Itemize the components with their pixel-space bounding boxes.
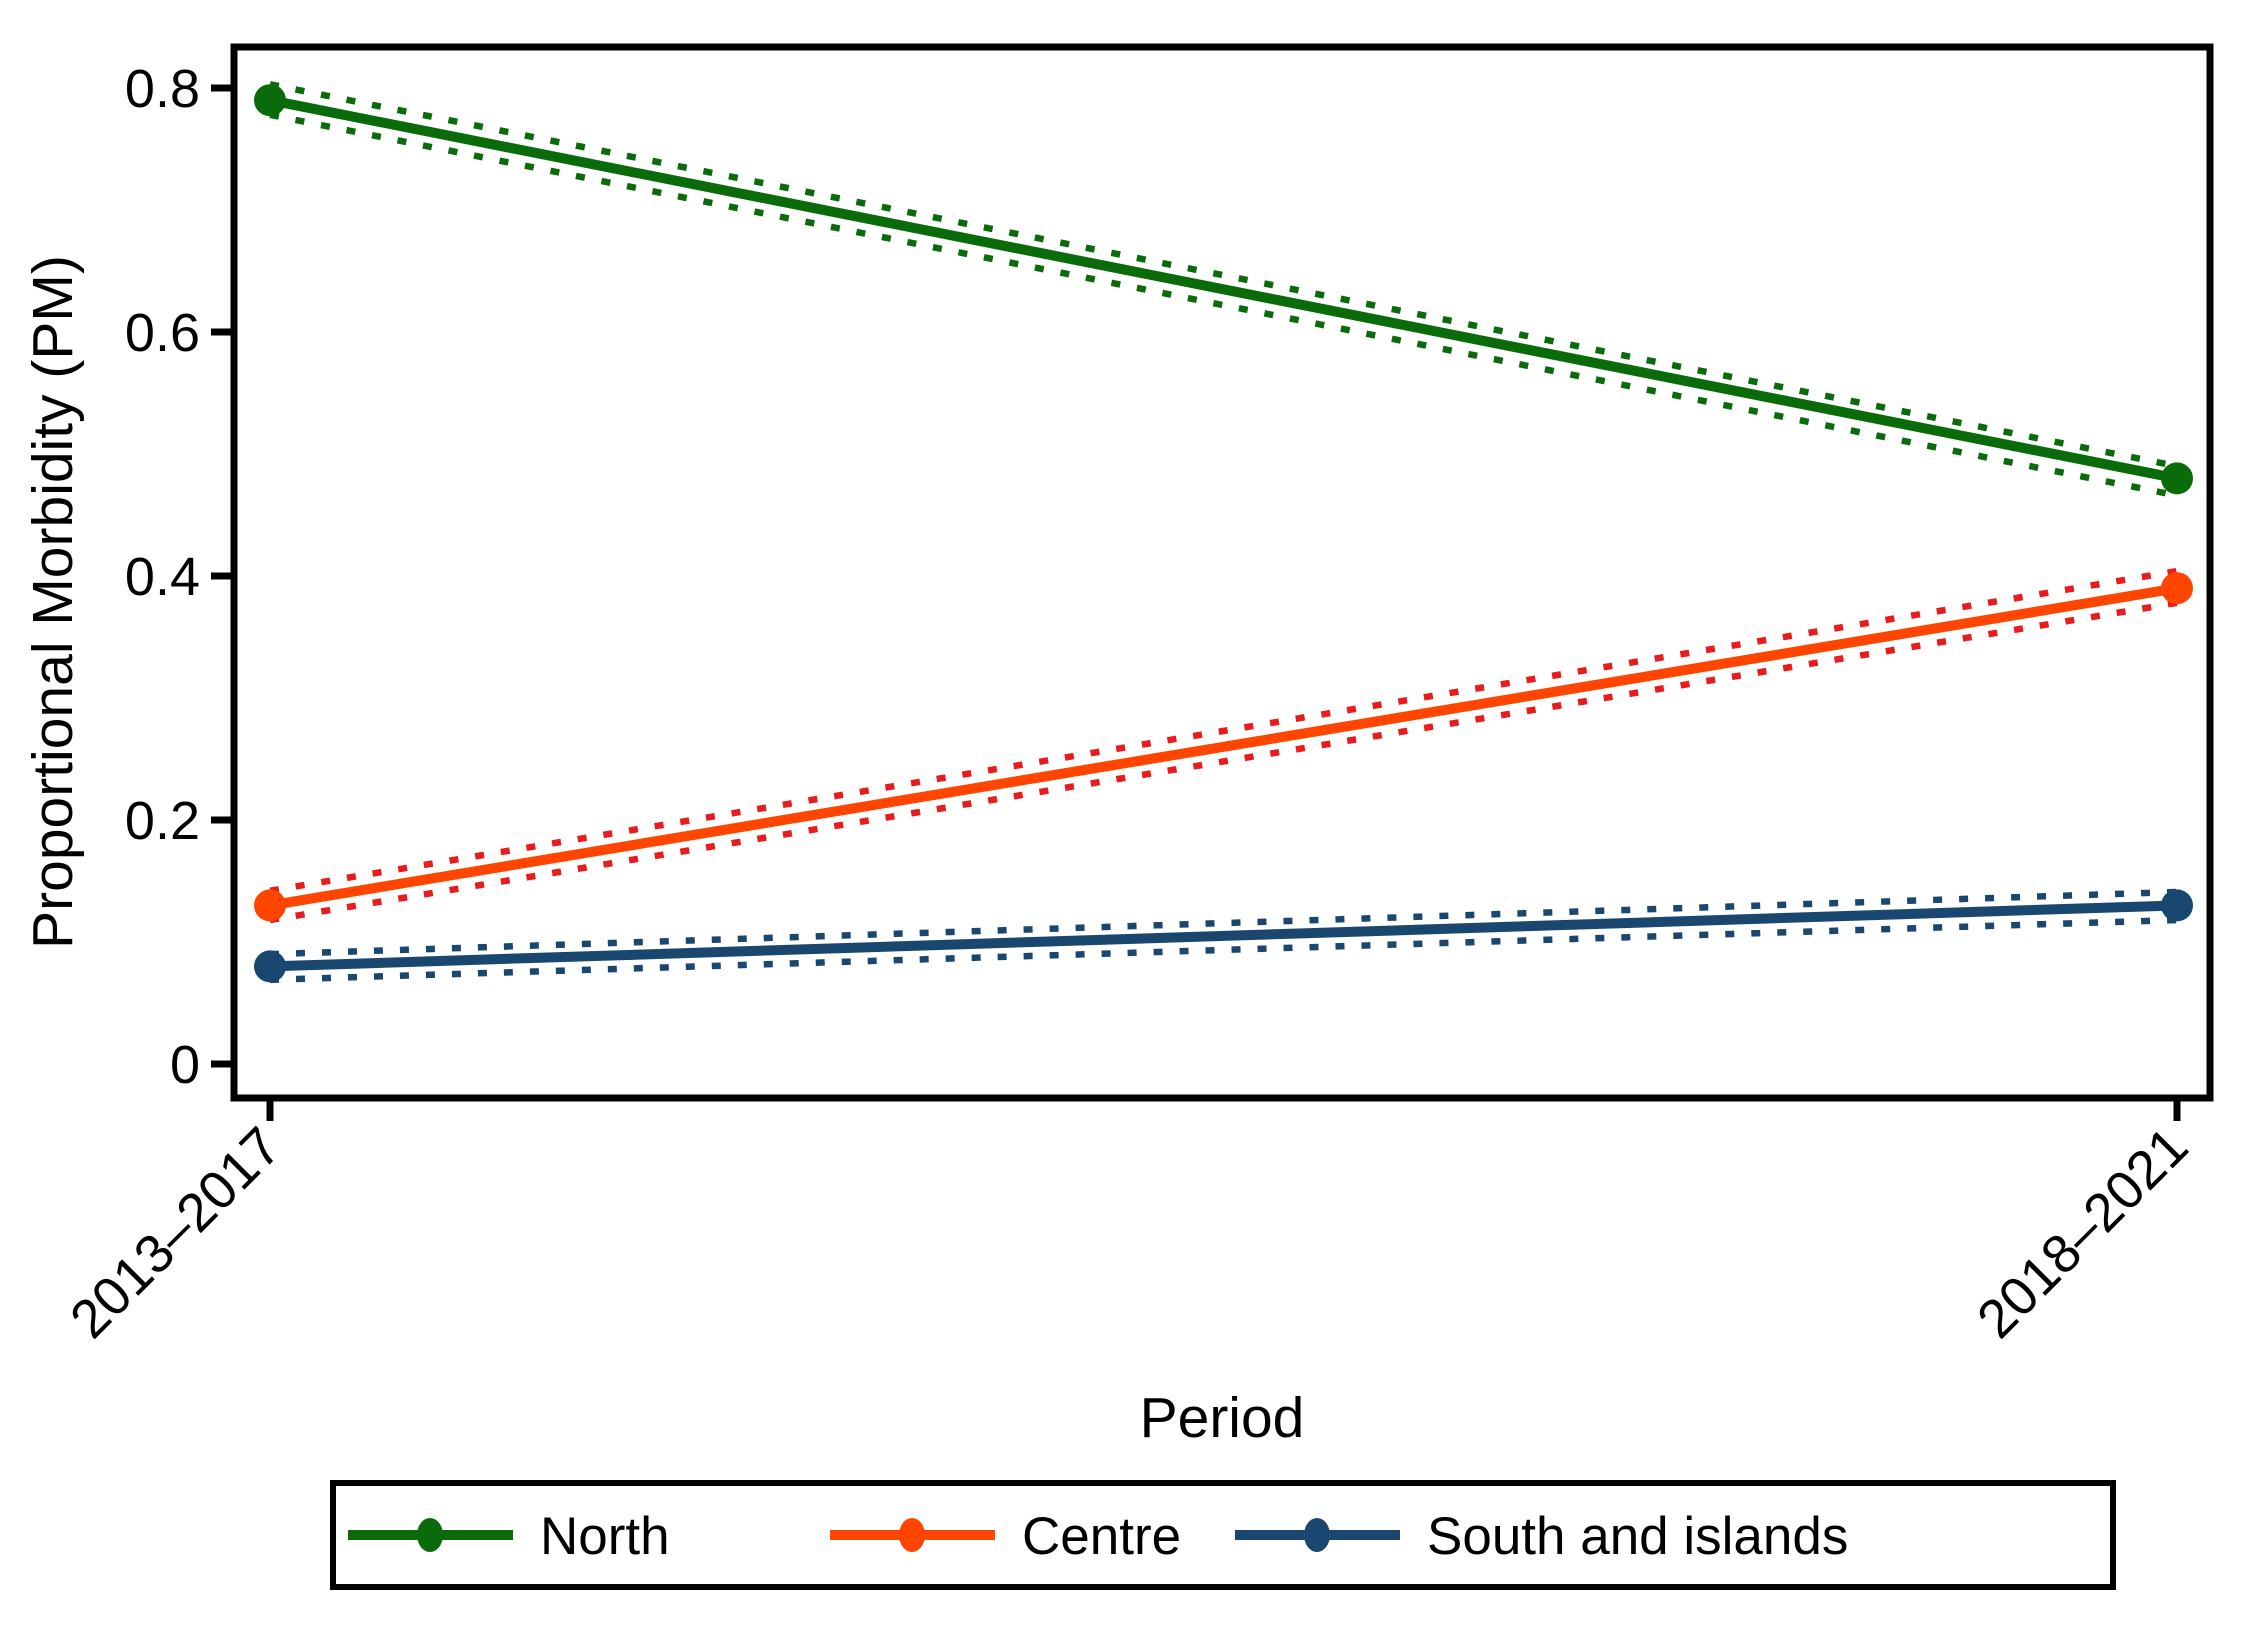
x-axis-ticks: 2013–2017 2018–2021 [59,1098,2200,1350]
series-line-south-and-islands [269,900,2178,972]
x-tick-label: 2013–2017 [59,1116,293,1350]
ci-lower-centre [269,599,2178,924]
data-point-centre [2161,572,2193,605]
legend-marker-centre [899,1518,925,1552]
x-axis-title: Period [1140,1386,1305,1450]
legend-entries: North Centre South and islands [348,1507,1848,1566]
legend-box [330,1480,2116,1590]
legend-marker-south-and-islands [1304,1518,1330,1552]
series-layer [254,81,2193,984]
y-tick-label: 0.6 [125,303,200,363]
ci-upper-south-and-islands [269,888,2178,958]
y-tick-label: 0.8 [125,59,200,119]
data-point-south-and-islands [254,950,286,983]
y-tick-label: 0.2 [125,791,200,851]
series-line-centre [269,583,2178,911]
y-axis-title: Proportional Morbidity (PM) [21,255,85,949]
ci-upper-north [269,81,2178,470]
y-tick-label: 0 [170,1035,200,1095]
legend-label-south-and-islands: South and islands [1427,1507,1848,1566]
series-line-north [269,95,2178,484]
legend-label-centre: Centre [1022,1507,1181,1566]
ci-lower-south-and-islands [269,916,2178,984]
data-point-south-and-islands [2161,889,2193,922]
legend: North Centre South and islands [330,1480,2116,1590]
y-axis-ticks: 0 0.2 0.4 0.6 0.8 [125,59,234,1095]
data-point-north [2161,462,2193,495]
legend-marker-north [417,1518,443,1552]
data-point-north [254,84,286,117]
data-point-centre [254,889,286,922]
legend-label-north: North [540,1507,670,1566]
x-tick-label: 2018–2021 [1966,1116,2200,1350]
y-tick-label: 0.4 [125,547,200,607]
ci-upper-centre [269,567,2178,894]
ci-lower-north [269,111,2178,499]
